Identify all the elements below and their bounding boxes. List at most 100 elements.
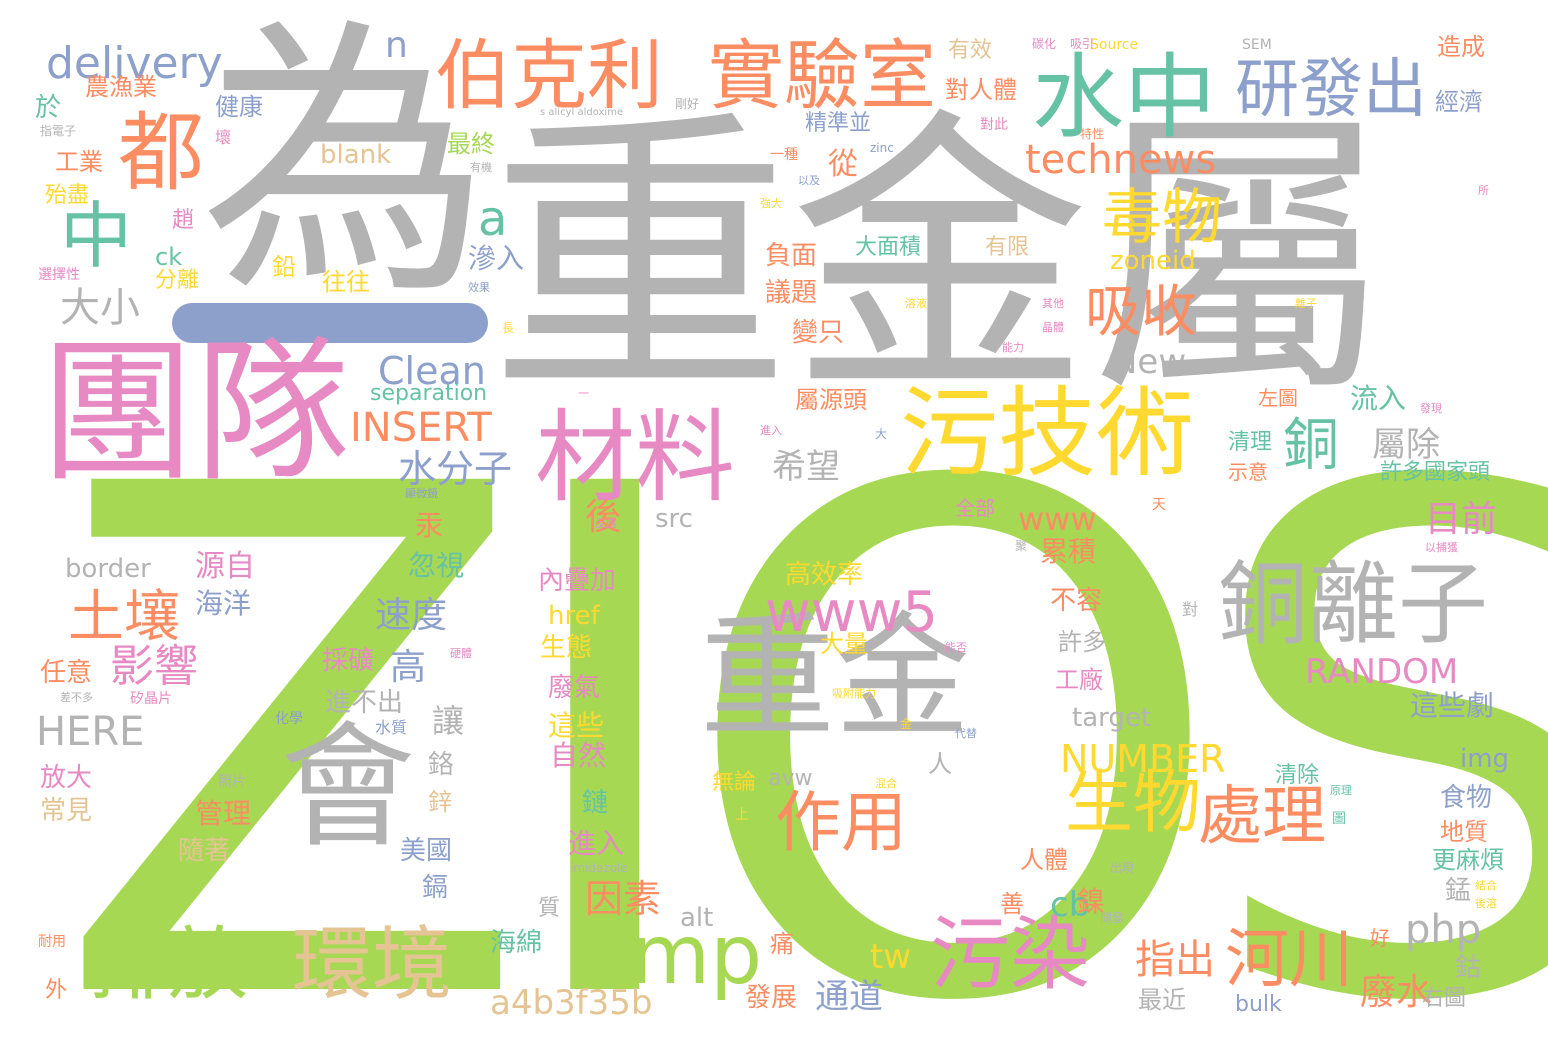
word: 海洋	[195, 587, 252, 620]
word-sem: SEM	[1242, 37, 1272, 53]
word: 壞	[215, 128, 232, 147]
word-tw: tw	[870, 937, 912, 977]
word-material: 材料	[535, 399, 735, 516]
word: 高效率	[785, 560, 864, 590]
word: 屬源頭	[795, 386, 867, 414]
word: 以捕獲	[1425, 541, 1458, 554]
word: 大	[875, 427, 888, 441]
word: 矽晶片	[130, 691, 172, 707]
word: 對	[1182, 600, 1199, 619]
word: 地質	[1440, 818, 1488, 846]
word: 質	[538, 896, 561, 921]
word-copper: 銅	[1283, 413, 1339, 478]
word-size: 大小	[60, 285, 140, 331]
word: 經濟	[1435, 88, 1483, 116]
word-pollution: 污染	[930, 908, 1090, 1001]
word: 錳	[1445, 876, 1472, 906]
word: 這些	[548, 709, 605, 742]
word-technews: technews	[1025, 137, 1217, 183]
word: 高	[390, 647, 427, 688]
word: 許多國家頭	[1380, 460, 1491, 485]
word: 鋅	[428, 788, 452, 816]
word: 變只	[792, 318, 845, 348]
word: 大面積	[855, 235, 922, 260]
word-clean: Clean	[378, 349, 486, 393]
word: 吸引	[1070, 37, 1095, 51]
word: 右圖	[1422, 986, 1467, 1011]
word-develop: 研發出	[1235, 53, 1427, 127]
word: 隨著	[178, 836, 231, 866]
word: 最近	[1138, 986, 1186, 1014]
word: 工廠	[1055, 666, 1103, 694]
word-www5: www5	[765, 580, 939, 645]
word: 進不出	[325, 688, 404, 718]
word-toxin: 毒物	[1102, 183, 1222, 253]
word: 吸附能力	[832, 687, 876, 700]
word-zios: ZIOS	[52, 340, 1548, 1052]
word: 汞	[415, 509, 444, 542]
word-cb: cb	[1050, 885, 1091, 925]
word-alt: alt	[680, 903, 714, 933]
word-du: 都	[118, 103, 204, 203]
word: 人	[928, 750, 952, 778]
word: 有機	[470, 161, 492, 174]
word: 自然	[550, 739, 607, 772]
word: 鈷	[1455, 953, 1482, 983]
word: 議題	[765, 278, 818, 308]
word: 工業	[55, 148, 103, 176]
word: 從	[828, 147, 858, 182]
word: 生態	[540, 633, 593, 663]
word: 美國	[400, 836, 453, 866]
word: 金	[900, 717, 913, 731]
word: 有效	[948, 38, 993, 63]
word-ck: ck	[155, 243, 183, 271]
word: 硬體	[450, 647, 472, 660]
word: 放大	[40, 763, 93, 793]
word: 因素	[585, 877, 662, 921]
word: 以及	[798, 174, 820, 187]
word: 於	[35, 93, 62, 123]
word: 外	[45, 978, 68, 1003]
word: 出現	[1110, 861, 1135, 875]
word-heavy-metal: 重金屬	[490, 85, 1390, 434]
word-blank: blank	[320, 140, 392, 170]
word: 進入	[568, 827, 625, 860]
word-insert: INSERT	[350, 405, 492, 451]
word: 海綿	[490, 928, 543, 958]
word: 水質	[375, 718, 408, 737]
word-separation: separation	[370, 381, 488, 406]
word-river: 河川	[1225, 923, 1353, 997]
word: 常見	[40, 796, 93, 826]
word-amp: amp	[580, 908, 763, 1003]
word: 有限	[985, 235, 1030, 260]
word-soil: 土壤	[68, 585, 180, 650]
word-team: 團隊	[40, 322, 350, 503]
word: 清理	[1228, 430, 1273, 455]
word: 目前	[1425, 499, 1498, 540]
word: 示意	[1228, 460, 1268, 484]
word-water: 水中	[1032, 44, 1217, 151]
word-copper-ion: 銅離子	[1218, 552, 1488, 657]
word: 流入	[1350, 382, 1407, 415]
word-new: New	[1112, 342, 1187, 382]
word-biology: 生物	[1065, 764, 1202, 843]
word-border: border	[65, 554, 151, 584]
word: 採礦	[322, 646, 375, 676]
word: 管理	[195, 797, 252, 830]
word: 混合	[875, 777, 897, 790]
word: 原理	[1330, 784, 1352, 797]
word: 農漁業	[85, 73, 157, 101]
word: 屬除	[1372, 425, 1440, 465]
word-zinc: zinc	[870, 141, 894, 155]
word: 健康	[215, 93, 263, 121]
word: 反應	[595, 517, 617, 530]
word: 其他	[1042, 297, 1064, 310]
word: 聚	[1015, 539, 1028, 553]
word-target: target	[1072, 703, 1152, 733]
word: 負面	[765, 241, 818, 271]
word-berkeley: 伯克利	[435, 31, 663, 120]
word: 滲入	[468, 242, 525, 275]
word-wei: 為	[200, 0, 490, 333]
word-influence: 影響	[110, 641, 198, 692]
word: 後	[585, 497, 622, 538]
